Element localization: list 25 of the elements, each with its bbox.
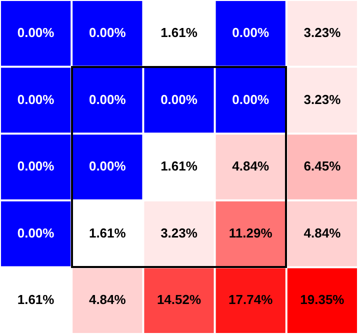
data-label: 11.29%: [228, 225, 273, 240]
data-label: 0.00%: [88, 24, 126, 40]
data-label: 3.23%: [160, 225, 198, 240]
data-label: 0.00%: [232, 92, 270, 107]
data-label: 0.00%: [17, 92, 55, 107]
data-label: 0.00%: [232, 24, 270, 40]
data-label: 4.84%: [304, 225, 342, 240]
data-label: 1.61%: [88, 225, 126, 240]
data-label: 17.74%: [228, 292, 274, 308]
data-label: 0.00%: [17, 158, 55, 174]
data-label: 1.61%: [17, 292, 55, 308]
data-label: 1.61%: [160, 158, 198, 174]
data-label: 0.00%: [17, 225, 55, 240]
data-label: 6.45%: [304, 158, 342, 174]
data-label: 0.00%: [88, 158, 126, 174]
data-label: 0.00%: [160, 92, 198, 107]
data-label: 0.00%: [88, 92, 126, 107]
data-label: 19.35%: [300, 292, 345, 308]
data-label: 3.23%: [304, 24, 342, 40]
data-label: 3.23%: [304, 92, 342, 107]
data-label: 0.00%: [17, 24, 55, 40]
data-label: 4.84%: [232, 158, 270, 174]
data-label: 1.61%: [160, 24, 198, 40]
data-label: 14.52%: [156, 292, 202, 308]
data-label: 4.84%: [88, 292, 126, 308]
